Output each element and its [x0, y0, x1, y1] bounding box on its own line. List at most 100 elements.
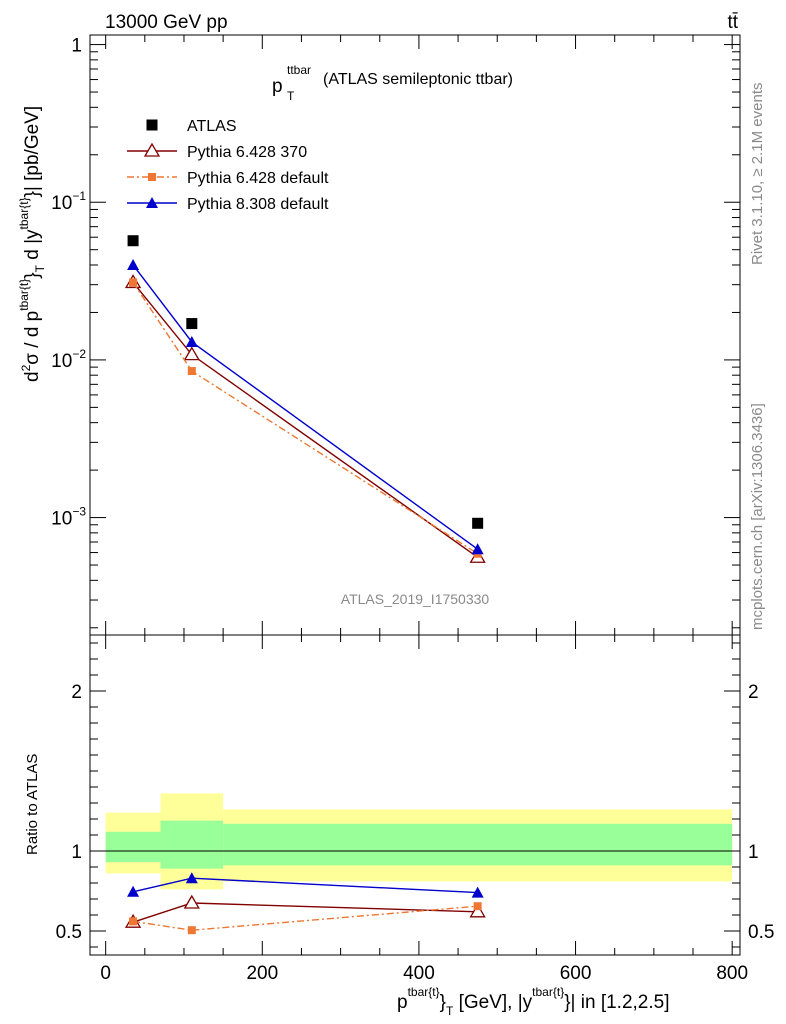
- legend-label: ATLAS: [187, 118, 237, 135]
- xlabel-rest: [GeV], |y: [453, 992, 532, 1013]
- ylabel-sup2: tbar{t}: [17, 197, 31, 229]
- mcplots-label: mcplots.cern.ch [arXiv:1306.3436]: [749, 403, 766, 630]
- legend-label: Pythia 6.428 370: [187, 144, 307, 161]
- marker-square: [146, 119, 158, 131]
- marker-small-square: [148, 173, 156, 181]
- svg-text:d2σ / d ptbar{t}}T d |ytbar{t}: d2σ / d ptbar{t}}T d |ytbar{t}}| [pb/GeV…: [17, 106, 47, 382]
- title-symbol-base: p: [272, 76, 283, 97]
- xlabel-sup1: tbar{t}: [408, 985, 440, 999]
- legend-entry: ATLAS: [146, 118, 237, 135]
- uncertainty-band-green: [105, 831, 161, 863]
- legend-label: Pythia 8.308 default: [187, 196, 329, 213]
- xlabel-subT: T: [446, 1004, 454, 1018]
- marker-filled-triangle: [471, 886, 484, 898]
- marker-square: [127, 235, 139, 247]
- series-pythia-8-308-default: [127, 872, 484, 898]
- ylabel-sup1: tbar{t}: [17, 279, 31, 311]
- ratio-y-tick-label-left: 2: [71, 682, 82, 703]
- marker-small-square: [187, 926, 196, 935]
- y-tick-label-exp: −3: [72, 505, 86, 519]
- series-atlas: [127, 235, 484, 529]
- ylabel-d: d: [22, 371, 43, 382]
- ratio-ticks: [90, 635, 740, 955]
- marker-open-triangle: [183, 346, 200, 361]
- ratio-y-axis-label: Ratio to ATLAS: [24, 754, 41, 855]
- ratio-series: [124, 872, 486, 935]
- series-pythia-8-308-default: [127, 258, 484, 555]
- marker-filled-triangle: [127, 885, 140, 897]
- watermark: ATLAS_2019_I1750330: [341, 591, 490, 607]
- main-ticks: [90, 35, 740, 635]
- legend-entry: Pythia 6.428 default: [127, 170, 329, 187]
- marker-square: [186, 318, 198, 330]
- xlabel-sub: }: [440, 992, 446, 1013]
- x-axis-label: ptbar{t}}T [GeV], |ytbar{t}}| in [1.2,2.…: [397, 985, 670, 1018]
- marker-small-square: [473, 902, 482, 911]
- x-tick-label: 0: [100, 963, 111, 984]
- uncertainty-band-green: [223, 823, 733, 866]
- marker-small-square: [129, 278, 138, 287]
- xlabel-tail: }| in [1.2,2.5]: [564, 992, 669, 1013]
- title-symbol-sub: T: [287, 89, 295, 103]
- series-line: [132, 281, 479, 558]
- y-tick-label: 10−3: [51, 505, 86, 530]
- main-series: [124, 235, 486, 563]
- series-pythia-6-428-default: [129, 902, 482, 935]
- header-right: tt̄: [727, 12, 738, 33]
- ratio-y-tick-label-left: 0.5: [56, 922, 82, 943]
- main-title: p ttbar T (ATLAS semileptonic ttbar): [272, 63, 513, 103]
- y-tick-label: 10−1: [51, 189, 86, 214]
- ylabel-subT: T: [33, 264, 47, 272]
- ylabel-sub1: }: [22, 272, 43, 278]
- y-tick-label: 10−2: [51, 347, 86, 372]
- marker-filled-triangle: [471, 543, 484, 555]
- uncertainty-band-green: [160, 820, 224, 869]
- legend: ATLAS Pythia 6.428 370 Pythia 6.428 defaul…: [127, 118, 329, 213]
- marker-filled-triangle: [146, 197, 158, 208]
- y-tick-label: 1: [71, 36, 82, 57]
- x-tick-label: 600: [560, 963, 592, 984]
- ratio-bands: [105, 793, 733, 890]
- marker-open-triangle: [469, 903, 486, 918]
- series-pythia-6-428-370: [124, 274, 486, 563]
- marker-filled-triangle: [185, 872, 198, 884]
- series-pythia-6-428-370: [124, 894, 486, 928]
- ratio-tick-labels: 0.5 0.5 1 1 2 2 0 200 400 600 800: [56, 682, 775, 984]
- series-line: [132, 902, 478, 923]
- legend-entry: Pythia 8.308 default: [127, 196, 329, 213]
- marker-filled-triangle: [127, 258, 140, 270]
- x-tick-label: 200: [246, 963, 278, 984]
- ratio-frame: [89, 634, 741, 956]
- marker-small-square: [187, 367, 196, 376]
- ratio-y-tick-label-left: 1: [71, 842, 82, 863]
- xlabel-sup2: tbar{t}: [532, 985, 564, 999]
- main-y-axis-label: d2σ / d ptbar{t}}T d |ytbar{t}}| [pb/GeV…: [17, 106, 47, 382]
- rivet-label: Rivet 3.1.10, ≥ 2.1M events: [749, 83, 766, 266]
- ratio-y-tick-label-right: 0.5: [748, 922, 774, 943]
- y-tick-label-exp: −2: [72, 347, 86, 361]
- main-y-tick-labels: 110−110−210−3: [51, 36, 86, 530]
- ylabel-mid: d |y: [22, 229, 43, 265]
- x-tick-label: 400: [403, 963, 435, 984]
- ylabel-two: 2: [19, 364, 33, 371]
- title-text: (ATLAS semileptonic ttbar): [323, 71, 513, 88]
- series-line: [132, 264, 479, 550]
- xlabel-p: p: [397, 992, 408, 1013]
- legend-entry: Pythia 6.428 370: [127, 142, 307, 161]
- marker-square: [472, 517, 484, 529]
- y-tick-label-base: 10: [51, 351, 72, 372]
- title-symbol-sup: ttbar: [287, 63, 311, 77]
- y-tick-label-base: 10: [51, 509, 72, 530]
- ylabel-tail: }| [pb/GeV]: [22, 106, 43, 198]
- legend-label: Pythia 6.428 default: [187, 170, 329, 187]
- marker-filled-triangle: [185, 335, 198, 347]
- ratio-y-tick-label-right: 1: [748, 842, 759, 863]
- ratio-y-tick-label-right: 2: [748, 682, 759, 703]
- header-left: 13000 GeV pp: [105, 12, 228, 33]
- series-pythia-6-428-default: [129, 278, 482, 558]
- marker-open-triangle: [183, 894, 200, 909]
- y-tick-label-base: 10: [51, 193, 72, 214]
- series-line: [132, 282, 479, 555]
- ylabel-sigma: σ / d p: [22, 311, 43, 365]
